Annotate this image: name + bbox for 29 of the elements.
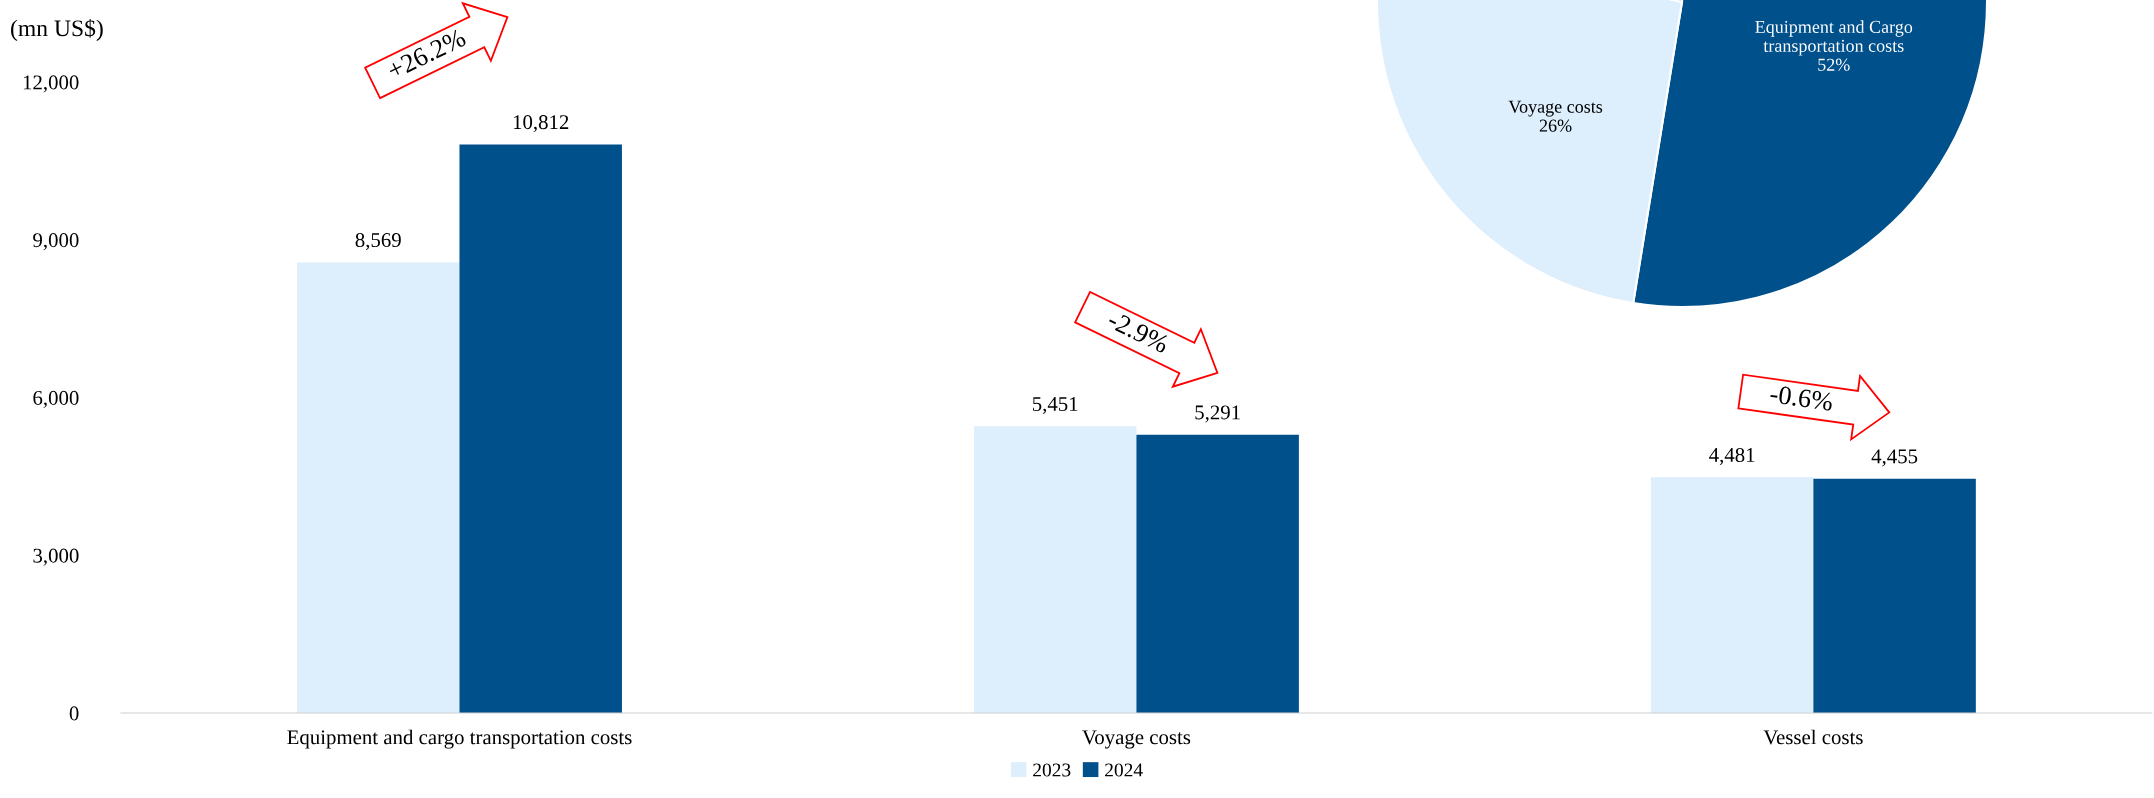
slice-label: Voyage costs: [1508, 100, 1603, 117]
annotation: -0.6%: [1769, 384, 1834, 412]
data-label: 10,812: [513, 115, 569, 133]
data-label: 5,451: [1032, 397, 1078, 415]
y-tick-label: 0: [69, 706, 79, 721]
bar: [1813, 478, 1976, 713]
slice-label: Equipment and Cargo transportation costs: [1755, 20, 1913, 56]
bar: [1650, 477, 1814, 713]
bar: [973, 426, 1137, 713]
legend-label: 2024: [1105, 763, 1143, 777]
data-label: 26%: [1539, 119, 1572, 132]
y-tick-label: 9,000: [33, 233, 79, 251]
x-tick-label: Voyage costs: [1082, 730, 1191, 749]
annotation: -2.9%: [1106, 310, 1171, 354]
bar: [459, 144, 622, 713]
legend-label: 2023: [1033, 763, 1071, 777]
y-tick-label: 6,000: [33, 390, 79, 408]
bar: [1136, 434, 1299, 713]
y-axis-title: (mn US$): [11, 18, 103, 42]
data-label: 5,291: [1195, 405, 1240, 423]
data-label: 4,481: [1709, 447, 1755, 466]
x-tick-label: Equipment and cargo transportation costs: [287, 729, 632, 749]
data-label: 4,455: [1871, 449, 1918, 467]
y-tick-label: 12,000: [23, 75, 79, 93]
x-tick-label: Vessel costs: [1763, 729, 1863, 745]
bar: [297, 262, 460, 713]
data-label: 8,569: [355, 233, 401, 251]
data-label: 52%: [1818, 58, 1850, 71]
y-tick-label: 3,000: [33, 548, 79, 566]
